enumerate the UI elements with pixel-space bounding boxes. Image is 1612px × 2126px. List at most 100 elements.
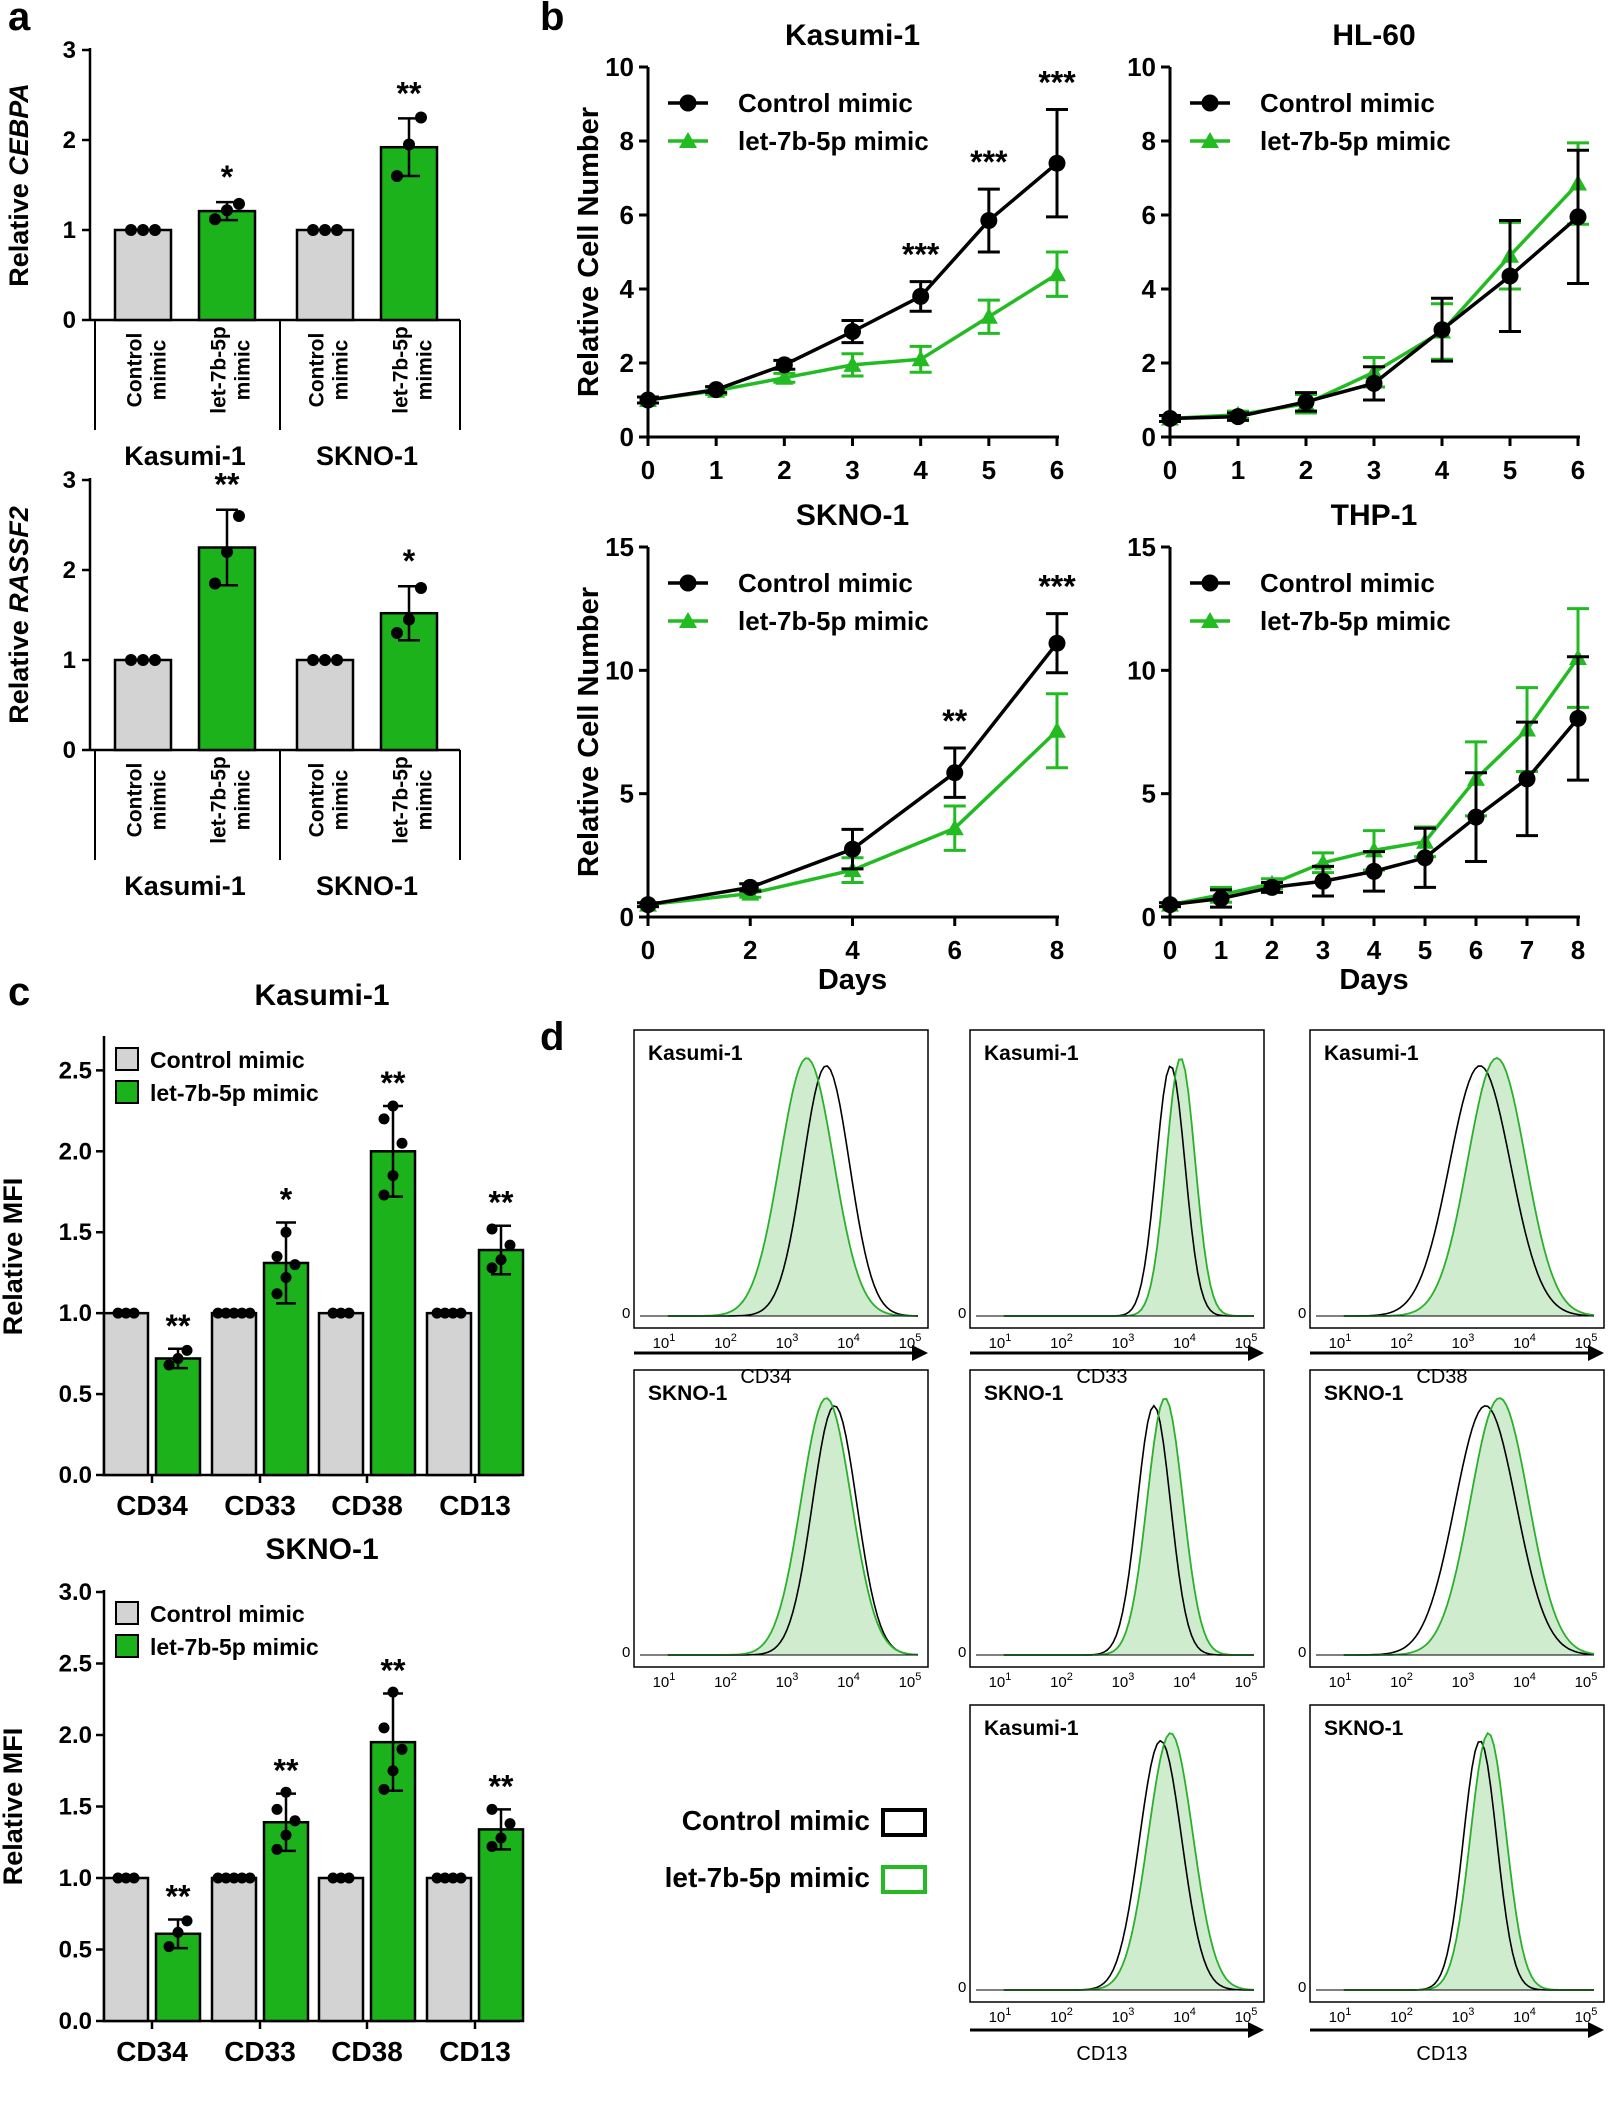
data-point	[319, 654, 331, 666]
legend-control-label: Control mimic	[150, 1601, 305, 1627]
significance-marker: **	[274, 1753, 299, 1789]
panel-label-c: c	[8, 970, 30, 1014]
flow-legend-treated-swatch	[881, 1865, 927, 1894]
x-tick-label: 2	[777, 455, 791, 485]
flow-legend-control-label: Control mimic	[682, 1805, 870, 1836]
y-tick-label: 1.5	[59, 1794, 92, 1821]
chart-title: SKNO-1	[796, 499, 909, 532]
x-tick-label: 2	[743, 935, 757, 965]
panel-b-skno1-growth-chart: SKNO-1 0 5 10 15 0 2 4 6 8 Relative Cell Number Day…	[573, 499, 1076, 996]
category-label: Control	[124, 333, 147, 408]
category-label: mimic	[232, 339, 255, 400]
x-tick-label: 3	[845, 455, 859, 485]
control-data-point	[946, 764, 964, 782]
y-tick-label: 2	[63, 127, 76, 154]
histogram-x-tick-label: 101	[989, 1671, 1012, 1691]
data-point	[331, 654, 343, 666]
control-bar	[317, 1311, 365, 1477]
y-tick-label: 0	[1142, 422, 1156, 452]
histogram-x-tick-label: 101	[1329, 2006, 1352, 2026]
data-point	[319, 224, 331, 236]
significance-marker: *	[221, 159, 234, 195]
y-tick-label: 10	[1127, 52, 1156, 82]
x-tick-label: 4	[913, 455, 928, 485]
x-tick-label: 6	[948, 935, 962, 965]
histogram-x-tick-label: 103	[1112, 1671, 1135, 1691]
histogram-zero-label: 0	[622, 1305, 630, 1322]
panel-b-thp1-growth-chart: THP-1 0 5 10 15 0 1 2 3 4 5 6 7 8 Days Control mimic let…	[1127, 499, 1589, 996]
legend-treated-marker	[1201, 132, 1219, 148]
histogram-x-tick-label: 104	[1513, 1332, 1536, 1352]
histogram-cell-label: SKNO-1	[1324, 1382, 1404, 1405]
control-data-point	[775, 356, 793, 374]
histogram-x-tick-label: 102	[714, 1671, 737, 1691]
histogram-x-tick-label: 103	[1452, 2006, 1475, 2026]
y-tick-label: 2.0	[59, 1722, 92, 1749]
data-point	[415, 111, 427, 124]
treated-data-point	[1048, 721, 1066, 738]
histogram-x-tick-label: 102	[1390, 2006, 1413, 2026]
control-bar	[295, 228, 355, 322]
histogram-x-tick-label: 105	[1575, 2006, 1598, 2026]
data-point	[125, 224, 137, 236]
legend-control-marker	[679, 94, 697, 112]
histogram-x-tick-label: 103	[1452, 1332, 1475, 1352]
histogram-x-tick-label: 104	[1513, 1671, 1536, 1691]
y-tick-label: 0	[63, 307, 76, 334]
control-bar	[425, 1311, 473, 1477]
data-point	[378, 1722, 390, 1734]
data-point	[163, 1941, 175, 1953]
treated-histogram-fill	[667, 1058, 918, 1316]
treated-data-point	[843, 355, 862, 372]
x-tick-label: CD13	[439, 1490, 511, 1521]
treated-data-point	[1365, 841, 1383, 858]
y-axis-label: Relative Cell Number	[573, 587, 605, 877]
treated-data-point	[979, 307, 998, 324]
y-tick-label: 2.0	[59, 1138, 92, 1165]
significance-marker: **	[489, 1185, 514, 1221]
control-data-point	[980, 212, 998, 230]
histogram-zero-label: 0	[1298, 1305, 1306, 1322]
legend-treated-label: let-7b-5p mimic	[1260, 606, 1451, 636]
control-bar	[317, 1876, 365, 2023]
control-bar	[113, 228, 173, 322]
x-tick-label: CD13	[439, 2036, 511, 2067]
category-label: mimic	[330, 339, 353, 400]
data-point	[149, 224, 161, 236]
y-tick-label: 10	[1127, 655, 1156, 685]
data-point	[504, 1239, 516, 1251]
data-point	[112, 1307, 124, 1319]
legend-control-swatch	[115, 1601, 139, 1625]
x-tick-label: CD38	[331, 1490, 403, 1521]
treated-bar	[262, 1820, 310, 2023]
data-point	[289, 1259, 301, 1271]
data-point	[495, 1254, 507, 1266]
data-point	[271, 1843, 283, 1855]
legend-treated-label: let-7b-5p mimic	[738, 126, 929, 156]
y-tick-label: 10	[605, 655, 634, 685]
histogram-axis-label: CD13	[1416, 2043, 1467, 2065]
category-label: mimic	[148, 769, 171, 830]
flow-histogram-7: SKNO-1 0 101 102 103 104 105	[1298, 1704, 1605, 2026]
data-point	[128, 1872, 140, 1884]
data-point	[343, 1307, 355, 1319]
histogram-x-tick-label: 102	[714, 1332, 737, 1352]
data-point	[387, 1686, 399, 1698]
histogram-cell-label: SKNO-1	[984, 1382, 1064, 1405]
histogram-zero-label: 0	[958, 1305, 966, 1322]
axis-arrowhead	[1248, 2022, 1264, 2038]
legend-control-label: Control mimic	[1260, 568, 1435, 598]
histogram-x-tick-label: 102	[1390, 1332, 1413, 1352]
flow-histogram-5: SKNO-1 0 101 102 103 104 105	[1298, 1369, 1605, 1691]
y-tick-label: 2	[63, 557, 76, 584]
histogram-x-tick-label: 105	[1575, 1671, 1598, 1691]
significance-marker: **	[381, 1065, 406, 1101]
control-data-point	[1212, 890, 1230, 907]
histogram-x-tick-label: 104	[837, 1332, 860, 1352]
data-point	[335, 1307, 347, 1319]
data-point	[149, 654, 161, 666]
y-tick-label: 2	[620, 348, 634, 378]
control-data-point	[1161, 410, 1179, 427]
data-point	[163, 1359, 175, 1371]
